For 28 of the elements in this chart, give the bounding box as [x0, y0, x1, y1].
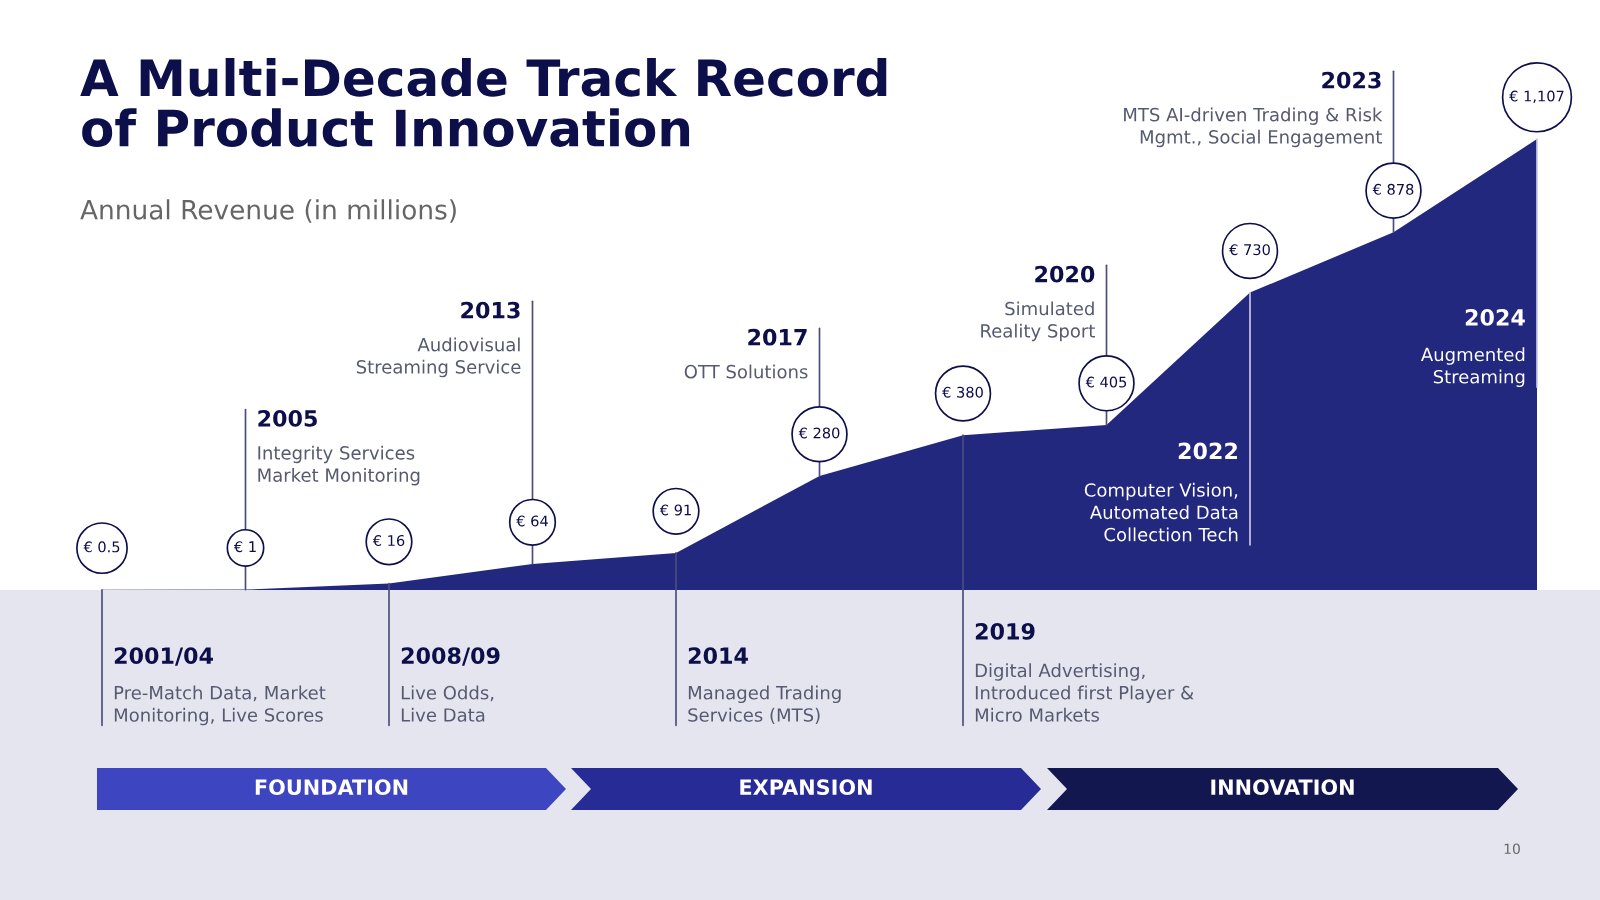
data-label: € 730 — [1229, 244, 1270, 256]
text: FOUNDATION — [255, 779, 408, 796]
data-label: € 1,107 — [1509, 90, 1564, 104]
text: 10 — [1504, 843, 1520, 855]
text: 2014 Managed Trading Services (MTS) — [688, 647, 841, 724]
text: INNOVATION — [1211, 779, 1354, 796]
annotation: 2005 Integrity Services Market Monitoring — [258, 409, 420, 486]
annotation: 2020 Simulated Reality Sport — [981, 265, 1095, 342]
text: 2008/09 Live Odds, Live Data — [401, 647, 500, 722]
annotation: 2017 OTT Solutions — [684, 328, 808, 379]
data-label: € 0.5 — [83, 541, 120, 553]
data-label: € 280 — [798, 427, 840, 439]
text: 2019 Digital Advertising, Introduced first Player & Micro Markets — [975, 622, 1194, 722]
annotation: 2023 MTS AI-driven Trading & Risk Mgmt., Social Engagement — [1124, 71, 1383, 148]
text: Annual Revenue (in millions) — [80, 199, 456, 223]
annotation: 2013 Audiovisual Streaming Service — [356, 301, 521, 378]
text: EXPANSION — [740, 779, 872, 796]
text: 2001/04 Pre-Match Data, Market Monitoring, Live Scores — [114, 647, 326, 726]
data-label: € 91 — [659, 504, 691, 516]
annotation: 2022 Computer Vision, Automated Data Collection Tech — [1084, 442, 1238, 542]
data-label: € 64 — [516, 515, 548, 527]
chart-title: A Multi-Decade Track Record of Product Innovation — [80, 58, 887, 147]
data-label: € 878 — [1372, 183, 1414, 195]
data-label: € 1 — [233, 541, 256, 553]
data-label: € 16 — [372, 535, 405, 547]
data-label: € 405 — [1085, 376, 1127, 388]
annotation: 2024 Augmented Streaming — [1420, 308, 1525, 388]
data-label: € 380 — [942, 386, 983, 398]
